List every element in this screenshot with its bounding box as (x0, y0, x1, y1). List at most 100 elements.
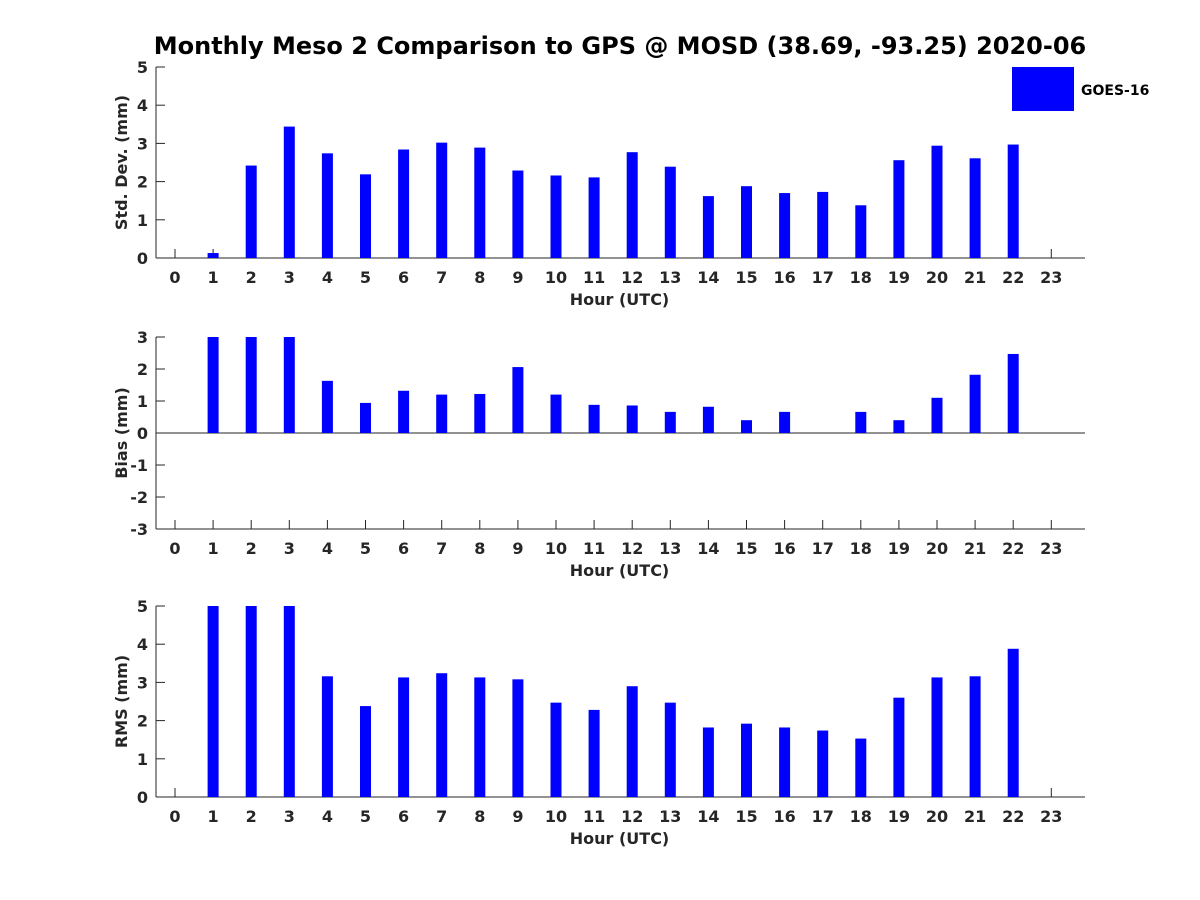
rms-x-axis-label: Hour (UTC) (570, 829, 670, 848)
stddev-bar (855, 205, 867, 258)
stddev-bar (360, 174, 371, 258)
bias-y-axis-label: Bias (mm) (112, 387, 131, 479)
stddev-bar (588, 177, 600, 258)
bias-bar (398, 390, 410, 433)
rms-bar (741, 723, 752, 797)
bias-bar (741, 420, 752, 433)
rms-ytick-label: 5 (137, 597, 148, 616)
bias-xtick-label: 1 (208, 539, 219, 558)
bias-bar (969, 374, 981, 433)
bias-bar (931, 397, 943, 433)
rms-bar (207, 606, 219, 797)
stddev-xtick-label: 4 (322, 268, 333, 287)
rms-bar (1007, 648, 1019, 797)
bias-xtick-label: 2 (246, 539, 257, 558)
rms-bar (626, 686, 638, 797)
bias-bar (550, 394, 562, 433)
bias-ytick-label: 0 (137, 424, 148, 443)
rms-xtick-label: 10 (545, 807, 567, 826)
bias-xtick-label: 12 (621, 539, 643, 558)
stddev-bar (436, 142, 448, 258)
bias-xtick-label: 23 (1040, 539, 1062, 558)
stddev-bar (969, 158, 981, 258)
bias-bar (283, 337, 295, 433)
stddev-ytick-label: 1 (137, 211, 148, 230)
bias-xtick-label: 21 (964, 539, 986, 558)
stddev-xtick-label: 20 (926, 268, 948, 287)
bias-xtick-label: 13 (659, 539, 681, 558)
stddev-xtick-label: 3 (284, 268, 295, 287)
bias-xtick-label: 8 (474, 539, 485, 558)
stddev-bar (321, 153, 333, 258)
bias-bar (626, 405, 638, 433)
rms-xtick-label: 4 (322, 807, 333, 826)
rms-xtick-label: 0 (169, 807, 180, 826)
stddev-y-axis-label: Std. Dev. (mm) (112, 95, 131, 230)
stddev-bar (207, 253, 219, 258)
stddev-bar (779, 193, 791, 258)
rms-bar (702, 727, 714, 797)
stddev-xtick-label: 21 (964, 268, 986, 287)
stddev-xtick-label: 9 (512, 268, 523, 287)
stddev-xtick-label: 16 (773, 268, 795, 287)
rms-bar (360, 706, 371, 797)
rms-bar (245, 606, 257, 797)
bias-bar (702, 406, 714, 433)
stddev-bar (931, 145, 943, 258)
rms-xtick-label: 13 (659, 807, 681, 826)
stddev-xtick-label: 19 (888, 268, 910, 287)
bias-xtick-label: 9 (512, 539, 523, 558)
stddev-xtick-label: 14 (697, 268, 719, 287)
stddev-xtick-label: 11 (583, 268, 605, 287)
bias-bar (1007, 353, 1019, 433)
bias-ytick-label: -2 (130, 488, 148, 507)
rms-bar (893, 697, 905, 797)
rms-ytick-label: 2 (137, 712, 148, 731)
rms-bar (321, 676, 333, 797)
rms-bar (779, 727, 791, 797)
bias-bar (512, 367, 524, 433)
legend-label: GOES-16 (1081, 83, 1149, 99)
chart-title: Monthly Meso 2 Comparison to GPS @ MOSD … (154, 32, 1087, 60)
stddev-bar (893, 160, 905, 258)
bias-xtick-label: 15 (735, 539, 757, 558)
bias-xtick-label: 10 (545, 539, 567, 558)
rms-xtick-label: 2 (246, 807, 257, 826)
rms-ytick-label: 0 (137, 788, 148, 807)
bias-ytick-label: 1 (137, 392, 148, 411)
bias-xtick-label: 17 (812, 539, 834, 558)
stddev-xtick-label: 8 (474, 268, 485, 287)
rms-xtick-label: 11 (583, 807, 605, 826)
rms-xtick-label: 1 (208, 807, 219, 826)
rms-bar (588, 709, 600, 797)
rms-xtick-label: 19 (888, 807, 910, 826)
stddev-x-axis-label: Hour (UTC) (570, 290, 670, 309)
stddev-ytick-label: 0 (137, 249, 148, 268)
bias-xtick-label: 11 (583, 539, 605, 558)
stddev-xtick-label: 2 (246, 268, 257, 287)
bias-xtick-label: 22 (1002, 539, 1024, 558)
stddev-xtick-label: 5 (360, 268, 371, 287)
bias-xtick-label: 19 (888, 539, 910, 558)
rms-xtick-label: 14 (697, 807, 719, 826)
rms-xtick-label: 15 (735, 807, 757, 826)
bias-bar (474, 393, 486, 433)
bias-ytick-label: 3 (137, 328, 148, 347)
bias-bar (779, 411, 791, 433)
stddev-xtick-label: 6 (398, 268, 409, 287)
rms-bar (283, 606, 295, 797)
rms-bar (855, 738, 867, 797)
bias-ytick-label: -1 (130, 456, 148, 475)
rms-xtick-label: 17 (812, 807, 834, 826)
stddev-bar (512, 170, 524, 258)
rms-bar (474, 677, 486, 797)
stddev-bar (702, 196, 714, 258)
bias-bar (893, 420, 905, 433)
bias-bar (245, 337, 257, 433)
rms-bar (664, 702, 676, 797)
rms-ytick-label: 4 (137, 635, 148, 654)
rms-xtick-label: 8 (474, 807, 485, 826)
rms-bar (550, 702, 562, 797)
bias-xtick-label: 4 (322, 539, 333, 558)
